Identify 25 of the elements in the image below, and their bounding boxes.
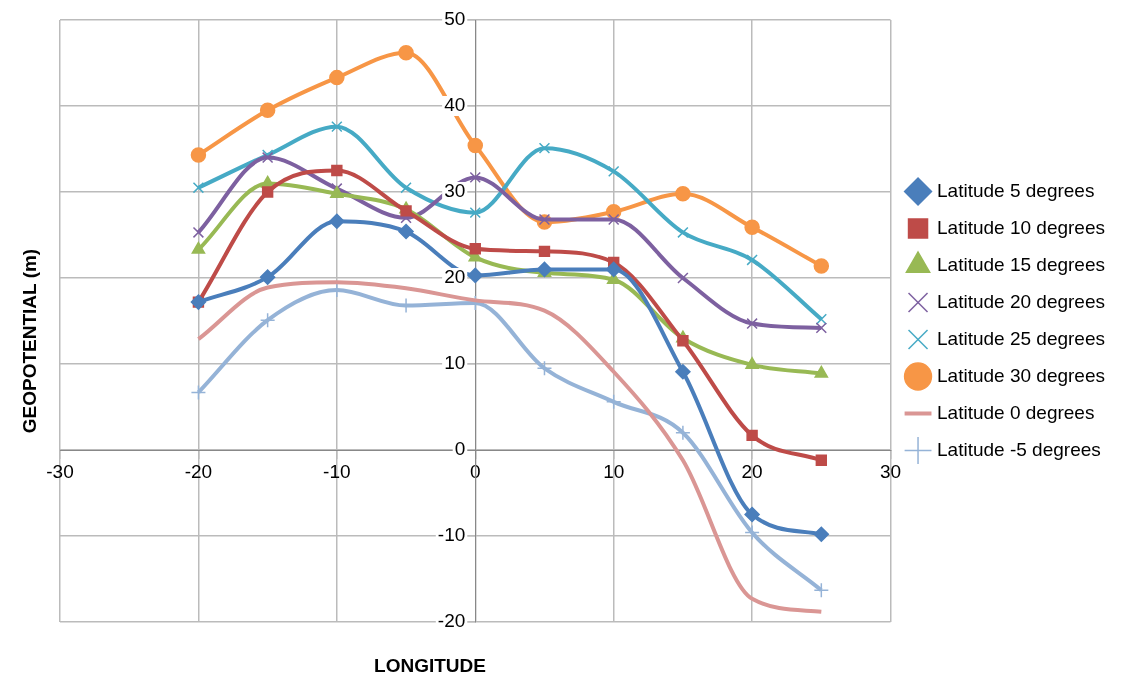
y-tick-label: 50 <box>444 8 466 30</box>
x-tick-label: 30 <box>879 460 902 482</box>
legend-label: Latitude 0 degrees <box>937 401 1095 423</box>
x-tick-label: 20 <box>741 460 763 482</box>
y-tick-label: 10 <box>444 352 466 374</box>
legend-label: Latitude 5 degrees <box>937 179 1095 201</box>
y-axis-title: GEOPOTENTIAL (m) <box>19 247 41 436</box>
x-tick-label: -20 <box>184 460 213 482</box>
legend-label: Latitude 10 degrees <box>937 216 1105 238</box>
y-tick-label: 30 <box>444 180 466 202</box>
y-tick-label: 40 <box>444 94 466 116</box>
y-tick-label: -10 <box>437 524 466 546</box>
x-axis-title: LONGITUDE <box>373 655 487 677</box>
legend-label: Latitude 25 degrees <box>937 327 1105 349</box>
legend-label: Latitude 15 degrees <box>937 253 1105 275</box>
legend-label: Latitude 20 degrees <box>937 290 1105 312</box>
x-tick-label: -10 <box>323 460 351 482</box>
y-tick-label: 20 <box>444 266 466 288</box>
x-tick-label: -30 <box>46 460 74 482</box>
y-tick-label: 0 <box>454 438 466 460</box>
x-tick-label: 10 <box>603 460 625 482</box>
y-tick-label: -20 <box>437 610 466 632</box>
legend-label: Latitude -5 degrees <box>937 438 1101 460</box>
x-tick-label: 0 <box>469 460 481 482</box>
legend-label: Latitude 30 degrees <box>937 364 1105 386</box>
